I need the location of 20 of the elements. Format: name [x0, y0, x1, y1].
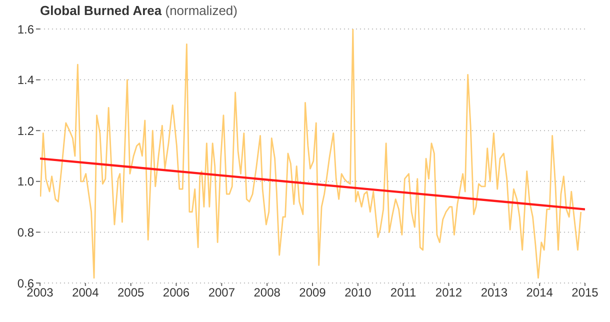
y-tick-label: 1.4 — [17, 73, 34, 88]
x-tick-label: 2008 — [254, 286, 281, 300]
x-tick-label: 2011 — [390, 286, 417, 300]
x-tick-label: 2015 — [572, 286, 599, 300]
y-tick-label: 0.8 — [17, 225, 34, 240]
x-tick-label: 2012 — [435, 286, 462, 300]
y-tick-label: 1.2 — [17, 124, 34, 138]
x-tick-label: 2004 — [72, 286, 100, 300]
chart-title: Global Burned Area — [40, 3, 162, 18]
x-tick-label: 2014 — [526, 286, 554, 300]
x-tick-label: 2006 — [162, 286, 190, 300]
chart-subtitle: (normalized) — [165, 3, 238, 18]
x-tick-label: 2007 — [208, 286, 236, 300]
line-series — [40, 29, 582, 279]
y-tick-label: 1.6 — [17, 22, 34, 36]
x-tick-label: 2013 — [480, 286, 508, 300]
y-tick-label: 1.0 — [17, 174, 34, 189]
x-tick-label: 2010 — [344, 286, 372, 300]
x-tick-label: 2005 — [117, 286, 145, 300]
x-tick-label: 2009 — [299, 286, 326, 300]
